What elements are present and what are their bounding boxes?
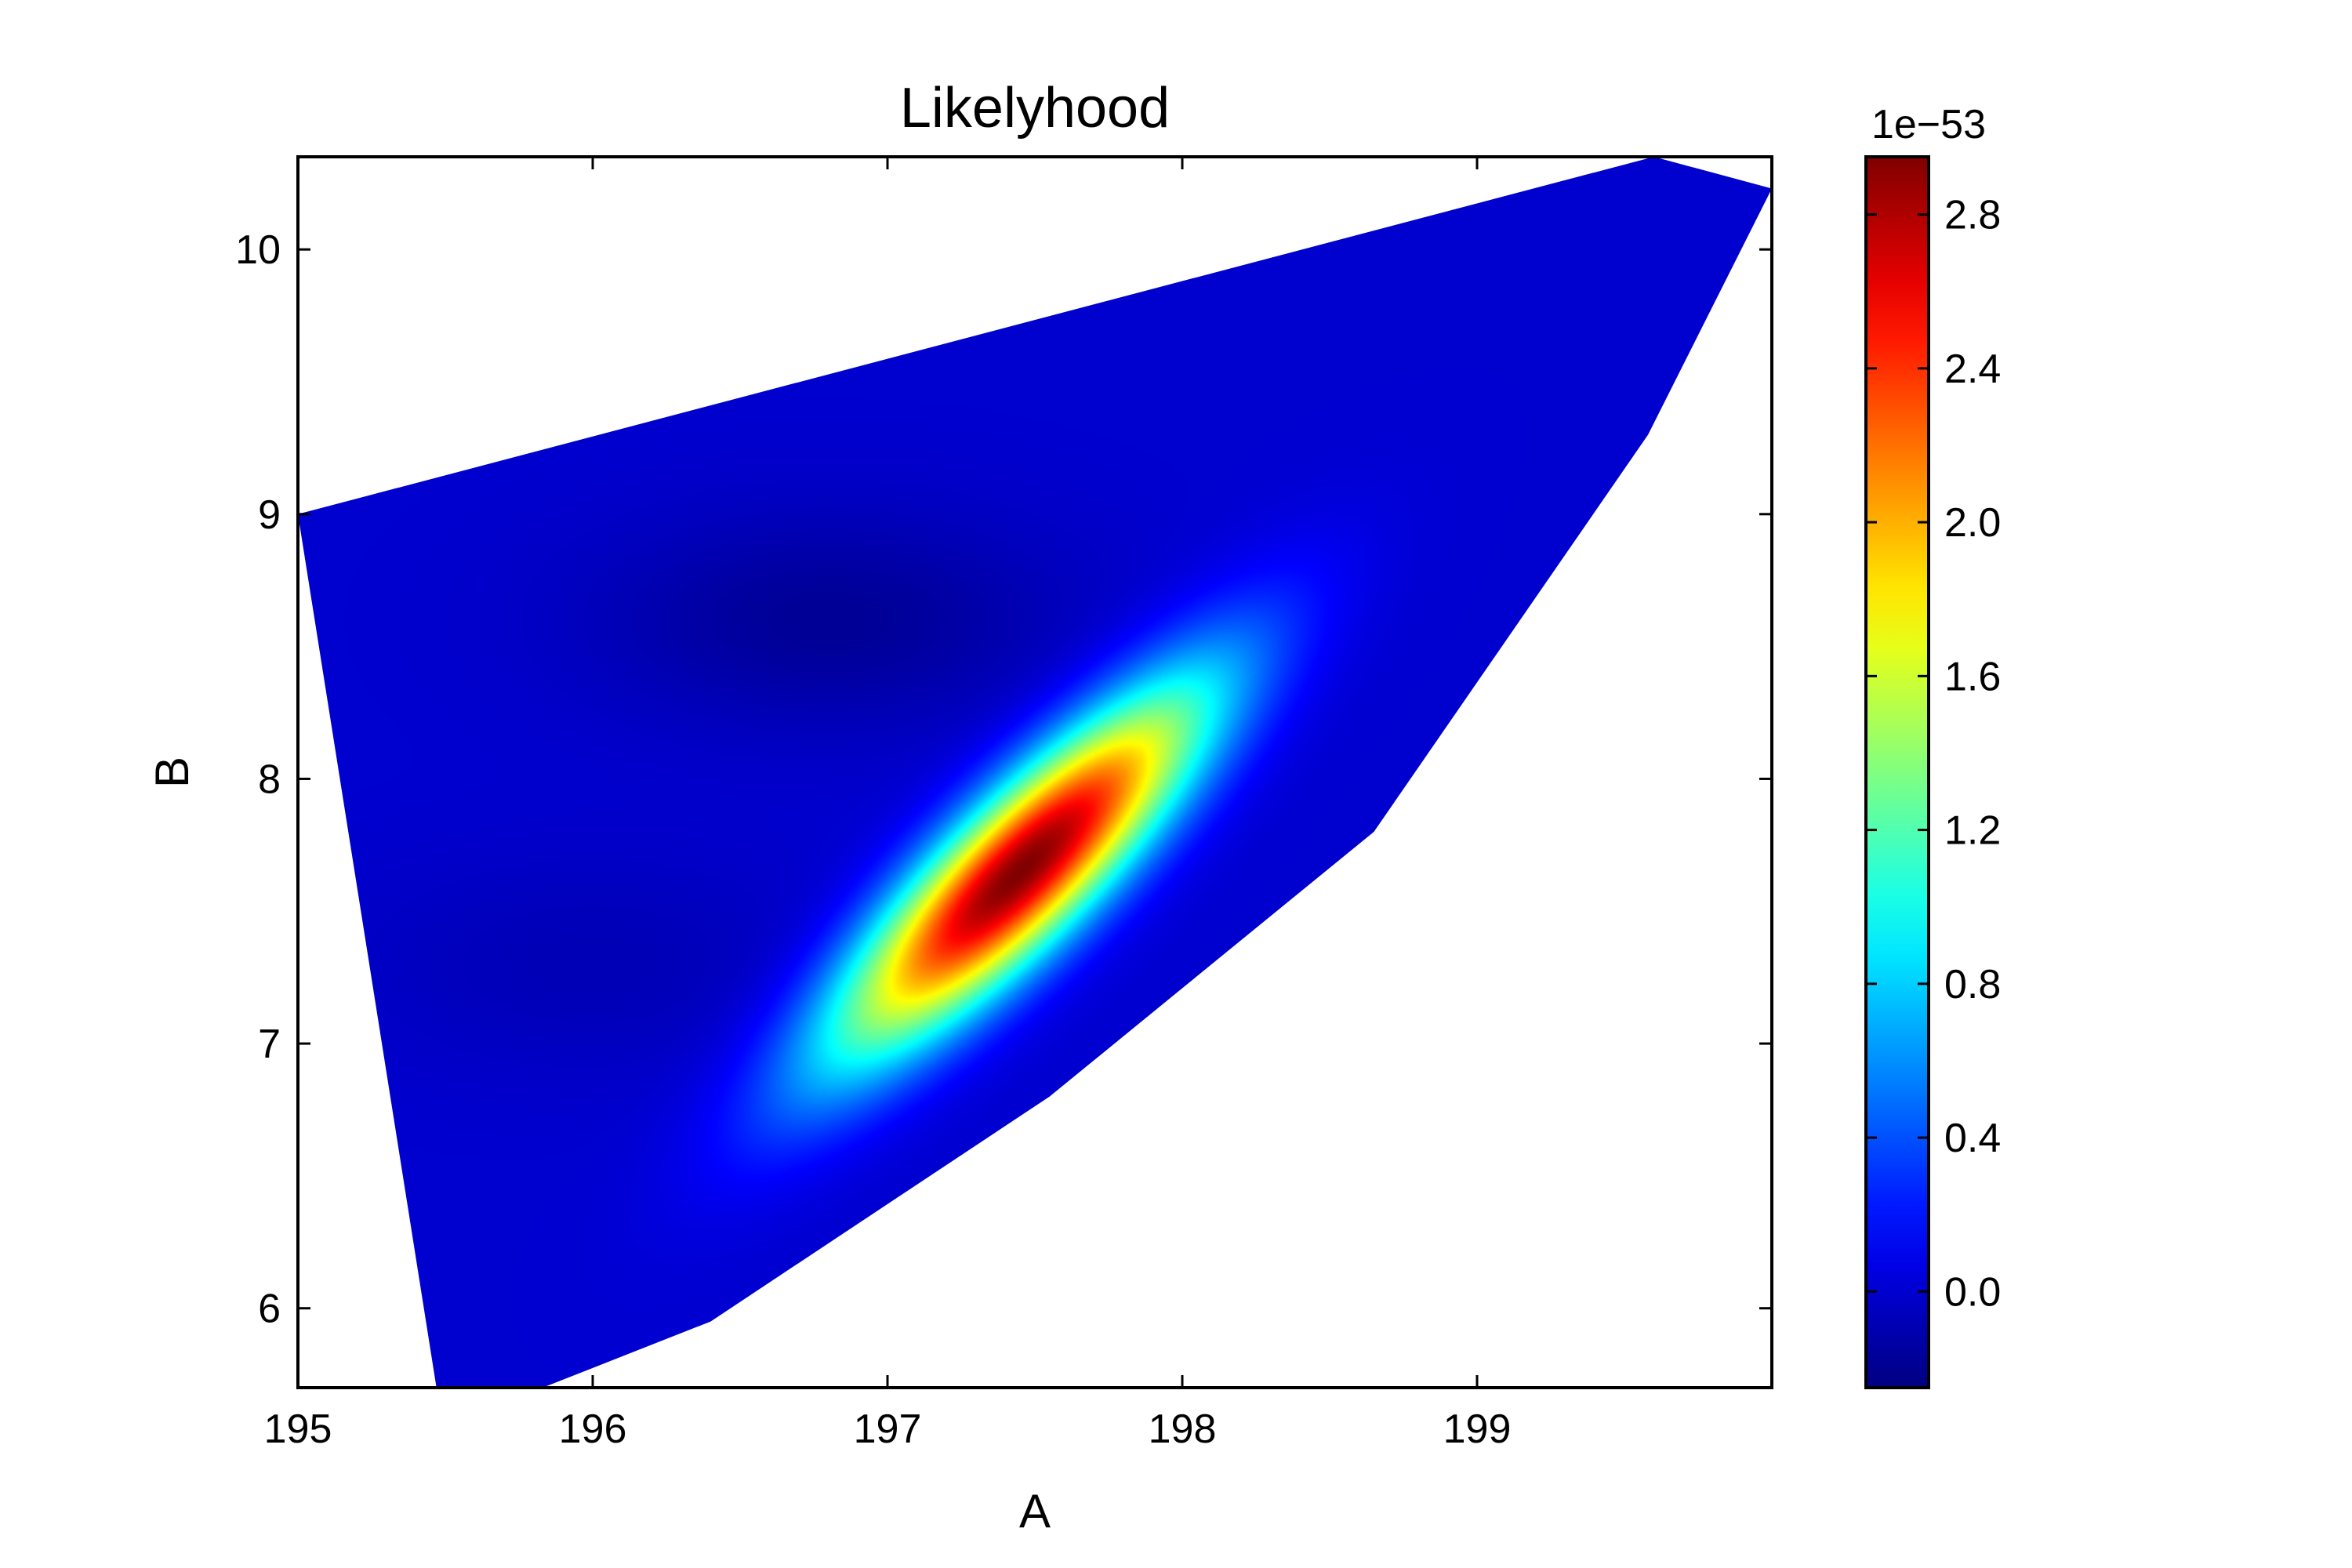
colorbar: 0.0 0.4 0.8 1.2 1.6 2.0 2.4 2.8 1e−53 [1864,102,2001,1389]
y-tick-label: 6 [258,1287,281,1332]
colorbar-tick-label: 0.0 [1944,1269,2001,1315]
x-tick-label: 197 [854,1406,922,1452]
colorbar-tick-label: 1.2 [1944,808,2001,854]
x-tick-label: 198 [1149,1406,1217,1452]
y-tick-label: 8 [258,757,281,802]
colorbar-offset-label: 1e−53 [1871,102,1986,147]
colorbar-tick-label: 0.8 [1944,962,2001,1007]
colorbar-tick-label: 2.8 [1944,193,2001,238]
y-axis-ticks: 6 7 8 9 10 [235,227,1772,1332]
y-tick-label: 9 [258,492,281,538]
colorbar-bar [1864,155,1930,1389]
x-axis-ticks: 195 196 197 198 199 [264,157,1512,1452]
colorbar-tick-label: 0.4 [1944,1116,2001,1161]
x-tick-label: 199 [1443,1406,1512,1452]
plot-frame [296,155,1773,1389]
colorbar-tick-label: 2.0 [1944,500,2001,546]
x-tick-label: 196 [559,1406,627,1452]
y-axis-label: B [146,757,198,788]
chart-title: Likelyhood [900,77,1170,140]
colorbar-ticks: 0.0 0.4 0.8 1.2 1.6 2.0 2.4 2.8 [1866,193,2001,1315]
colorbar-tick-label: 2.4 [1944,347,2001,392]
x-axis-label: A [1019,1485,1051,1537]
x-tick-label: 195 [264,1406,332,1452]
colorbar-tick-label: 1.6 [1944,654,2001,699]
plot-area [298,157,1772,1388]
heatmap-image [298,157,1772,1388]
y-tick-label: 10 [235,227,281,273]
y-tick-label: 7 [258,1022,281,1067]
